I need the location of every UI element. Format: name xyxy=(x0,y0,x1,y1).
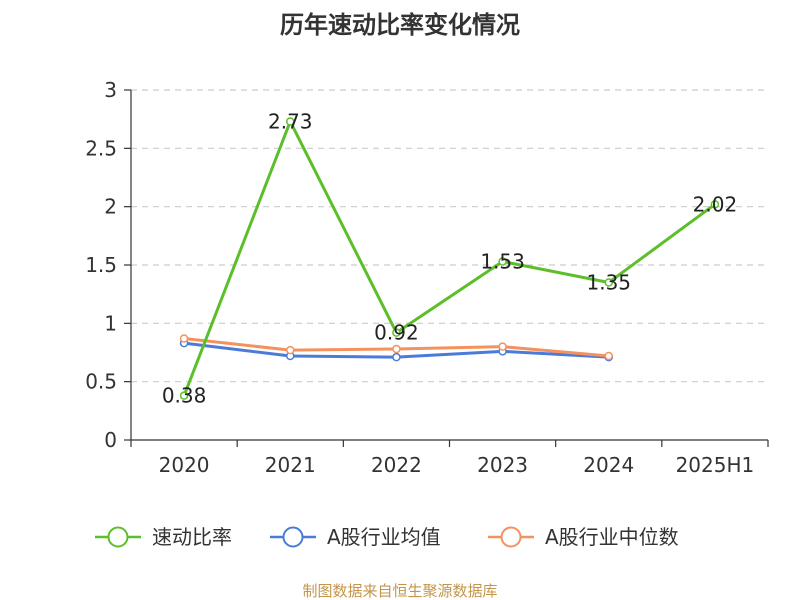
y-tick-label: 1 xyxy=(104,311,117,335)
data-label: 1.53 xyxy=(480,250,525,274)
legend-marker xyxy=(500,526,522,548)
legend-label: 速动比率 xyxy=(152,525,232,549)
y-tick-label: 0.5 xyxy=(85,370,117,394)
x-tick-label: 2024 xyxy=(583,453,634,477)
x-tick-label: 2023 xyxy=(477,453,528,477)
y-tick-label: 0 xyxy=(104,428,117,452)
data-point xyxy=(286,345,295,355)
x-tick-label: 2025H1 xyxy=(676,453,755,477)
y-tick-label: 1.5 xyxy=(85,253,117,277)
y-tick-label: 2 xyxy=(104,195,117,219)
y-tick-label: 3 xyxy=(104,78,117,102)
grid xyxy=(131,89,768,383)
data-point xyxy=(710,200,720,209)
data-point xyxy=(498,257,507,266)
data-labels: 0.38 2.73 0.92 1.53 1.35 2.02 xyxy=(162,110,737,408)
data-label: 2.73 xyxy=(268,110,313,134)
x-tick-label: 2020 xyxy=(159,453,210,477)
chart-title: 历年速动比率变化情况 xyxy=(280,11,520,39)
legend-item: A股行业中位数 xyxy=(488,525,679,549)
x-tick-label: 2022 xyxy=(371,453,422,477)
series-line xyxy=(182,120,716,397)
legend-marker xyxy=(282,526,304,548)
axes: 0 0.5 1 1.5 2 2.5 3 2020 2021 2022 2023 2024 2025H1 xyxy=(85,78,769,477)
series-area xyxy=(179,117,720,400)
data-point xyxy=(392,344,401,354)
legend-label: A股行业中位数 xyxy=(545,525,679,549)
data-label: 2.02 xyxy=(693,192,738,216)
data-point xyxy=(604,278,613,287)
data-point xyxy=(179,334,189,343)
legend-item: A股行业均值 xyxy=(270,525,441,549)
data-point xyxy=(179,391,189,400)
legend-marker xyxy=(107,526,129,548)
data-label: 0.92 xyxy=(374,321,419,345)
data-point xyxy=(392,352,401,362)
data-point xyxy=(286,117,295,126)
data-point xyxy=(498,342,507,351)
x-tick-label: 2021 xyxy=(265,453,316,477)
data-label: 1.35 xyxy=(586,271,631,295)
legend-label: A股行业均值 xyxy=(327,525,441,549)
y-tick-label: 2.5 xyxy=(85,136,117,160)
data-point xyxy=(392,328,401,337)
legend-item: 速动比率 xyxy=(95,525,232,549)
data-point xyxy=(604,351,613,361)
data-label: 0.38 xyxy=(162,384,207,408)
source-note: 制图数据来自恒生聚源数据库 xyxy=(302,582,497,600)
legend: 速动比率 A股行业均值 A股行业中位数 xyxy=(95,525,679,549)
